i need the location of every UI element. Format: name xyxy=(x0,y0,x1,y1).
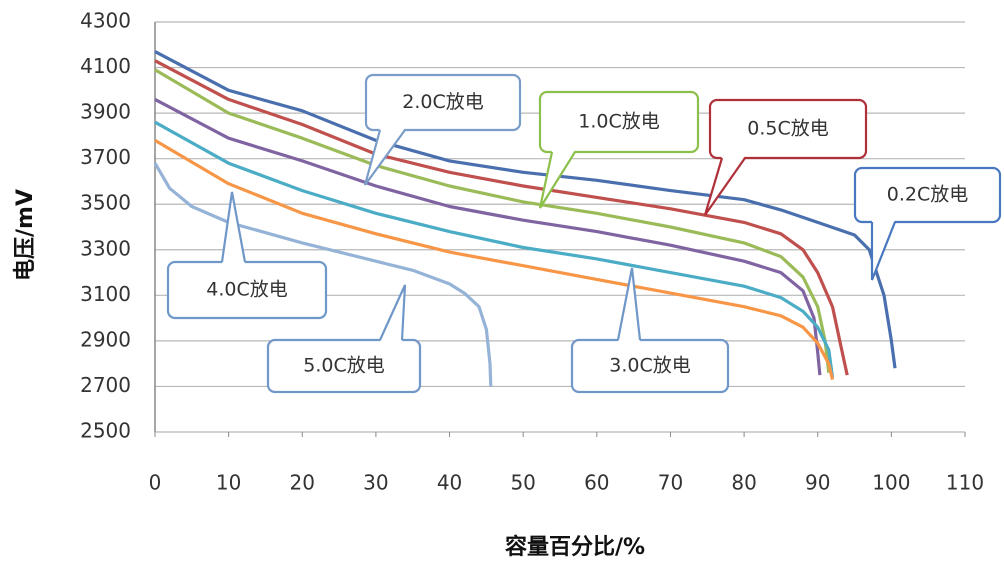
callout-pointer xyxy=(538,151,576,209)
x-tick-label: 20 xyxy=(290,471,315,495)
callout-label: 4.0C放电 xyxy=(206,279,287,301)
x-tick-label: 10 xyxy=(216,471,241,495)
x-tick-label: 110 xyxy=(946,471,984,495)
callout-pointer xyxy=(616,267,642,341)
callout-pointer-fill xyxy=(618,268,640,342)
series-line xyxy=(154,50,897,369)
callout-label: 1.0C放电 xyxy=(578,111,659,133)
y-tick-label: 3700 xyxy=(80,145,131,169)
callout-box xyxy=(853,166,1002,224)
series-line xyxy=(154,120,835,378)
callout-pointer xyxy=(870,221,897,281)
callout-label: 5.0C放电 xyxy=(303,355,384,377)
y-tick-label: 3500 xyxy=(80,191,131,215)
x-axis-label: 容量百分比/% xyxy=(505,534,645,560)
callout-label: 0.2C放电 xyxy=(887,184,968,206)
x-tick-label: 70 xyxy=(658,471,683,495)
callout-label: 0.5C放电 xyxy=(747,118,828,140)
series-line xyxy=(153,162,493,387)
x-tick-label: 100 xyxy=(872,471,910,495)
y-tick-label: 2900 xyxy=(80,327,131,351)
x-tick-label: 40 xyxy=(437,471,462,495)
callout-box xyxy=(708,98,868,160)
callout-pointer xyxy=(378,284,407,341)
y-axis-label: 电压/mV xyxy=(13,189,38,281)
x-tick-label: 30 xyxy=(363,471,388,495)
callout-label: 3.0C放电 xyxy=(609,355,690,377)
y-tick-label: 3100 xyxy=(80,282,131,306)
callout-box xyxy=(166,260,328,320)
callout-pointer-fill xyxy=(222,192,245,264)
callout-box xyxy=(364,73,522,132)
y-tick-label: 3300 xyxy=(80,236,131,260)
series-line xyxy=(154,97,822,376)
series-line xyxy=(154,68,831,373)
y-tick-label: 2500 xyxy=(80,419,131,443)
x-tick-label: 90 xyxy=(805,471,830,495)
x-tick-label: 60 xyxy=(584,471,609,495)
callout-box xyxy=(538,90,700,154)
callout-box xyxy=(266,338,422,394)
y-tick-label: 2700 xyxy=(80,373,131,397)
x-tick-label: 80 xyxy=(731,471,756,495)
callout-pointer xyxy=(363,129,406,186)
y-tick-label: 3900 xyxy=(80,100,131,124)
callout-label: 2.0C放电 xyxy=(402,91,483,113)
x-tick-label: 0 xyxy=(149,471,162,495)
callout-pointer xyxy=(220,191,247,263)
y-tick-label: 4100 xyxy=(80,54,131,78)
series-line xyxy=(154,59,849,376)
x-tick-label: 50 xyxy=(510,471,535,495)
y-tick-label: 4300 xyxy=(80,9,131,33)
callout-pointer xyxy=(703,157,746,216)
callout-box xyxy=(570,338,730,394)
